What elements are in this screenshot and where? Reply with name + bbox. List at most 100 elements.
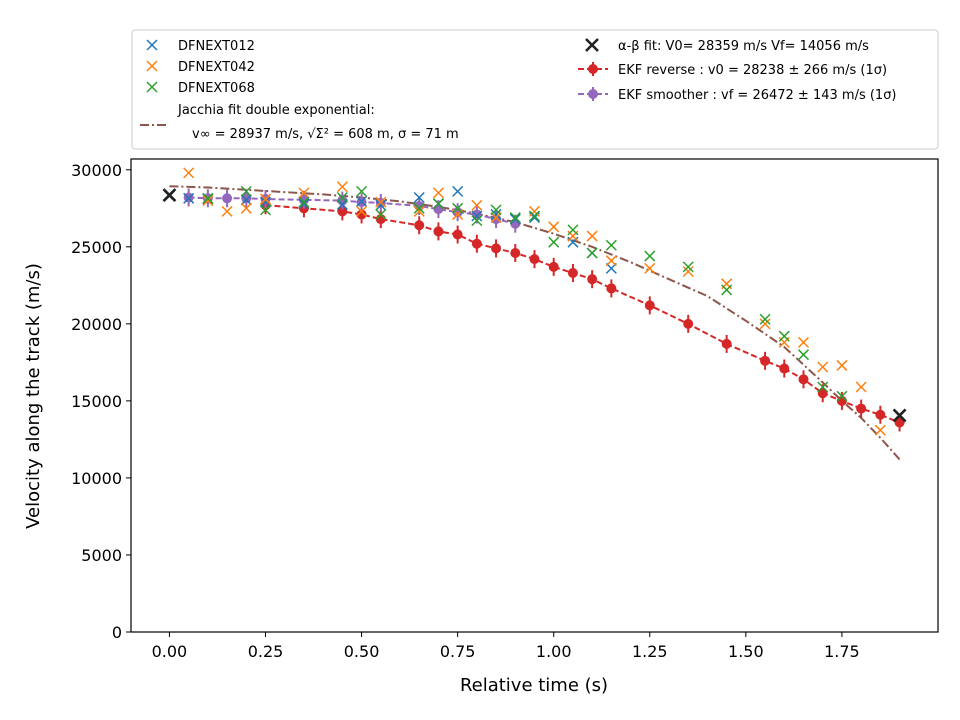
- legend-marker-4: [588, 64, 598, 74]
- legend: DFNEXT012 DFNEXT042 DFNEXT068 Jacchia fit d…: [140, 38, 897, 142]
- data-point: [836, 395, 847, 406]
- data-point: [587, 274, 598, 285]
- y-tick-label: 15000: [71, 392, 122, 411]
- data-point: [471, 210, 483, 222]
- data-point: [490, 208, 502, 220]
- data-point: [798, 374, 809, 385]
- data-point: [433, 226, 444, 237]
- data-point: [452, 185, 464, 197]
- data-point: [528, 205, 541, 217]
- series-3: [169, 185, 901, 461]
- data-point: [855, 381, 867, 393]
- data-point: [414, 200, 425, 211]
- x-tick-label: 0.75: [440, 642, 476, 661]
- data-point: [413, 191, 425, 204]
- data-point: [337, 195, 348, 206]
- data-point: [452, 202, 464, 214]
- data-point: [817, 381, 829, 393]
- y-tick-label: 10000: [71, 469, 122, 488]
- data-point: [471, 238, 482, 249]
- data-point: [298, 198, 310, 210]
- data-point: [509, 213, 521, 225]
- legend-label-1: DFNEXT042: [178, 60, 255, 75]
- data-point: [586, 230, 598, 242]
- y-tick-label: 25000: [71, 238, 122, 257]
- data-point: [336, 181, 348, 193]
- series-1: [183, 167, 886, 436]
- data-point: [356, 205, 368, 217]
- data-point: [183, 167, 195, 179]
- data-point: [836, 359, 848, 371]
- data-point: [490, 204, 502, 216]
- data-point: [605, 239, 617, 251]
- legend-label-jacchia: Jacchia fit double exponential:: [177, 103, 375, 118]
- data-point: [413, 202, 425, 214]
- data-point: [875, 409, 886, 420]
- data-point: [892, 408, 907, 423]
- data-point: [413, 205, 425, 217]
- data-point: [336, 191, 348, 204]
- data-point: [586, 247, 598, 259]
- data-point: [471, 215, 483, 227]
- data-point: [683, 318, 694, 329]
- data-point: [202, 195, 214, 207]
- data-point: [606, 283, 617, 294]
- data-point: [682, 261, 694, 273]
- data-point: [375, 196, 387, 208]
- data-point: [240, 202, 252, 214]
- data-point: [356, 209, 367, 220]
- legend-label-4: EKF reverse : v0 = 28238 ± 266 m/s (1σ): [618, 63, 887, 78]
- data-point: [760, 355, 771, 366]
- data-point: [356, 195, 368, 207]
- x-tick-label: 1.50: [728, 642, 764, 661]
- data-point: [337, 206, 348, 217]
- x-tick-label: 1.00: [536, 642, 572, 661]
- x-axis-label: Relative time (s): [460, 675, 608, 696]
- data-point: [202, 192, 214, 204]
- data-point: [414, 220, 425, 231]
- legend-label-jacchia-line2: v∞ = 28937 m/s, √Σ² = 608 m, σ = 71 m: [192, 127, 459, 142]
- data-point: [817, 388, 828, 399]
- series-6: [162, 188, 907, 423]
- data-point: [682, 265, 694, 278]
- data-point: [759, 318, 771, 330]
- y-tick-label: 5000: [81, 546, 122, 565]
- data-point: [375, 208, 387, 220]
- legend-marker-2: [146, 81, 158, 93]
- data-point: [298, 187, 310, 199]
- chart-series: [162, 167, 907, 461]
- y-axis-label: Velocity along the track (m/s): [23, 263, 44, 529]
- data-point: [548, 236, 560, 248]
- legend-marker-5: [588, 89, 598, 99]
- x-tick-label: 0.50: [344, 642, 380, 661]
- data-point: [491, 243, 502, 254]
- data-point: [221, 205, 233, 217]
- data-point: [759, 313, 771, 325]
- data-point: [548, 261, 559, 272]
- data-point: [298, 196, 310, 208]
- data-point: [162, 188, 177, 202]
- data-point: [259, 204, 272, 216]
- data-point: [874, 424, 886, 436]
- y-tick-label: 0: [112, 623, 122, 642]
- data-point: [240, 194, 252, 206]
- legend-label-5: EKF smoother : vf = 26472 ± 143 m/s (1σ): [618, 88, 897, 103]
- data-point: [432, 198, 444, 210]
- x-tick-label: 1.75: [824, 642, 860, 661]
- legend-marker-1: [146, 60, 158, 72]
- data-point: [528, 210, 541, 222]
- data-point: [491, 214, 502, 225]
- data-point: [471, 209, 482, 220]
- data-point: [644, 300, 655, 311]
- data-point: [433, 204, 444, 215]
- legend-box: [131, 29, 939, 150]
- data-point: [375, 214, 386, 225]
- data-point: [721, 284, 733, 296]
- data-point: [452, 229, 463, 240]
- data-point: [510, 247, 521, 258]
- data-point: [452, 207, 463, 218]
- data-point: [529, 254, 540, 265]
- plot-area: [130, 158, 939, 633]
- data-point: [356, 185, 368, 197]
